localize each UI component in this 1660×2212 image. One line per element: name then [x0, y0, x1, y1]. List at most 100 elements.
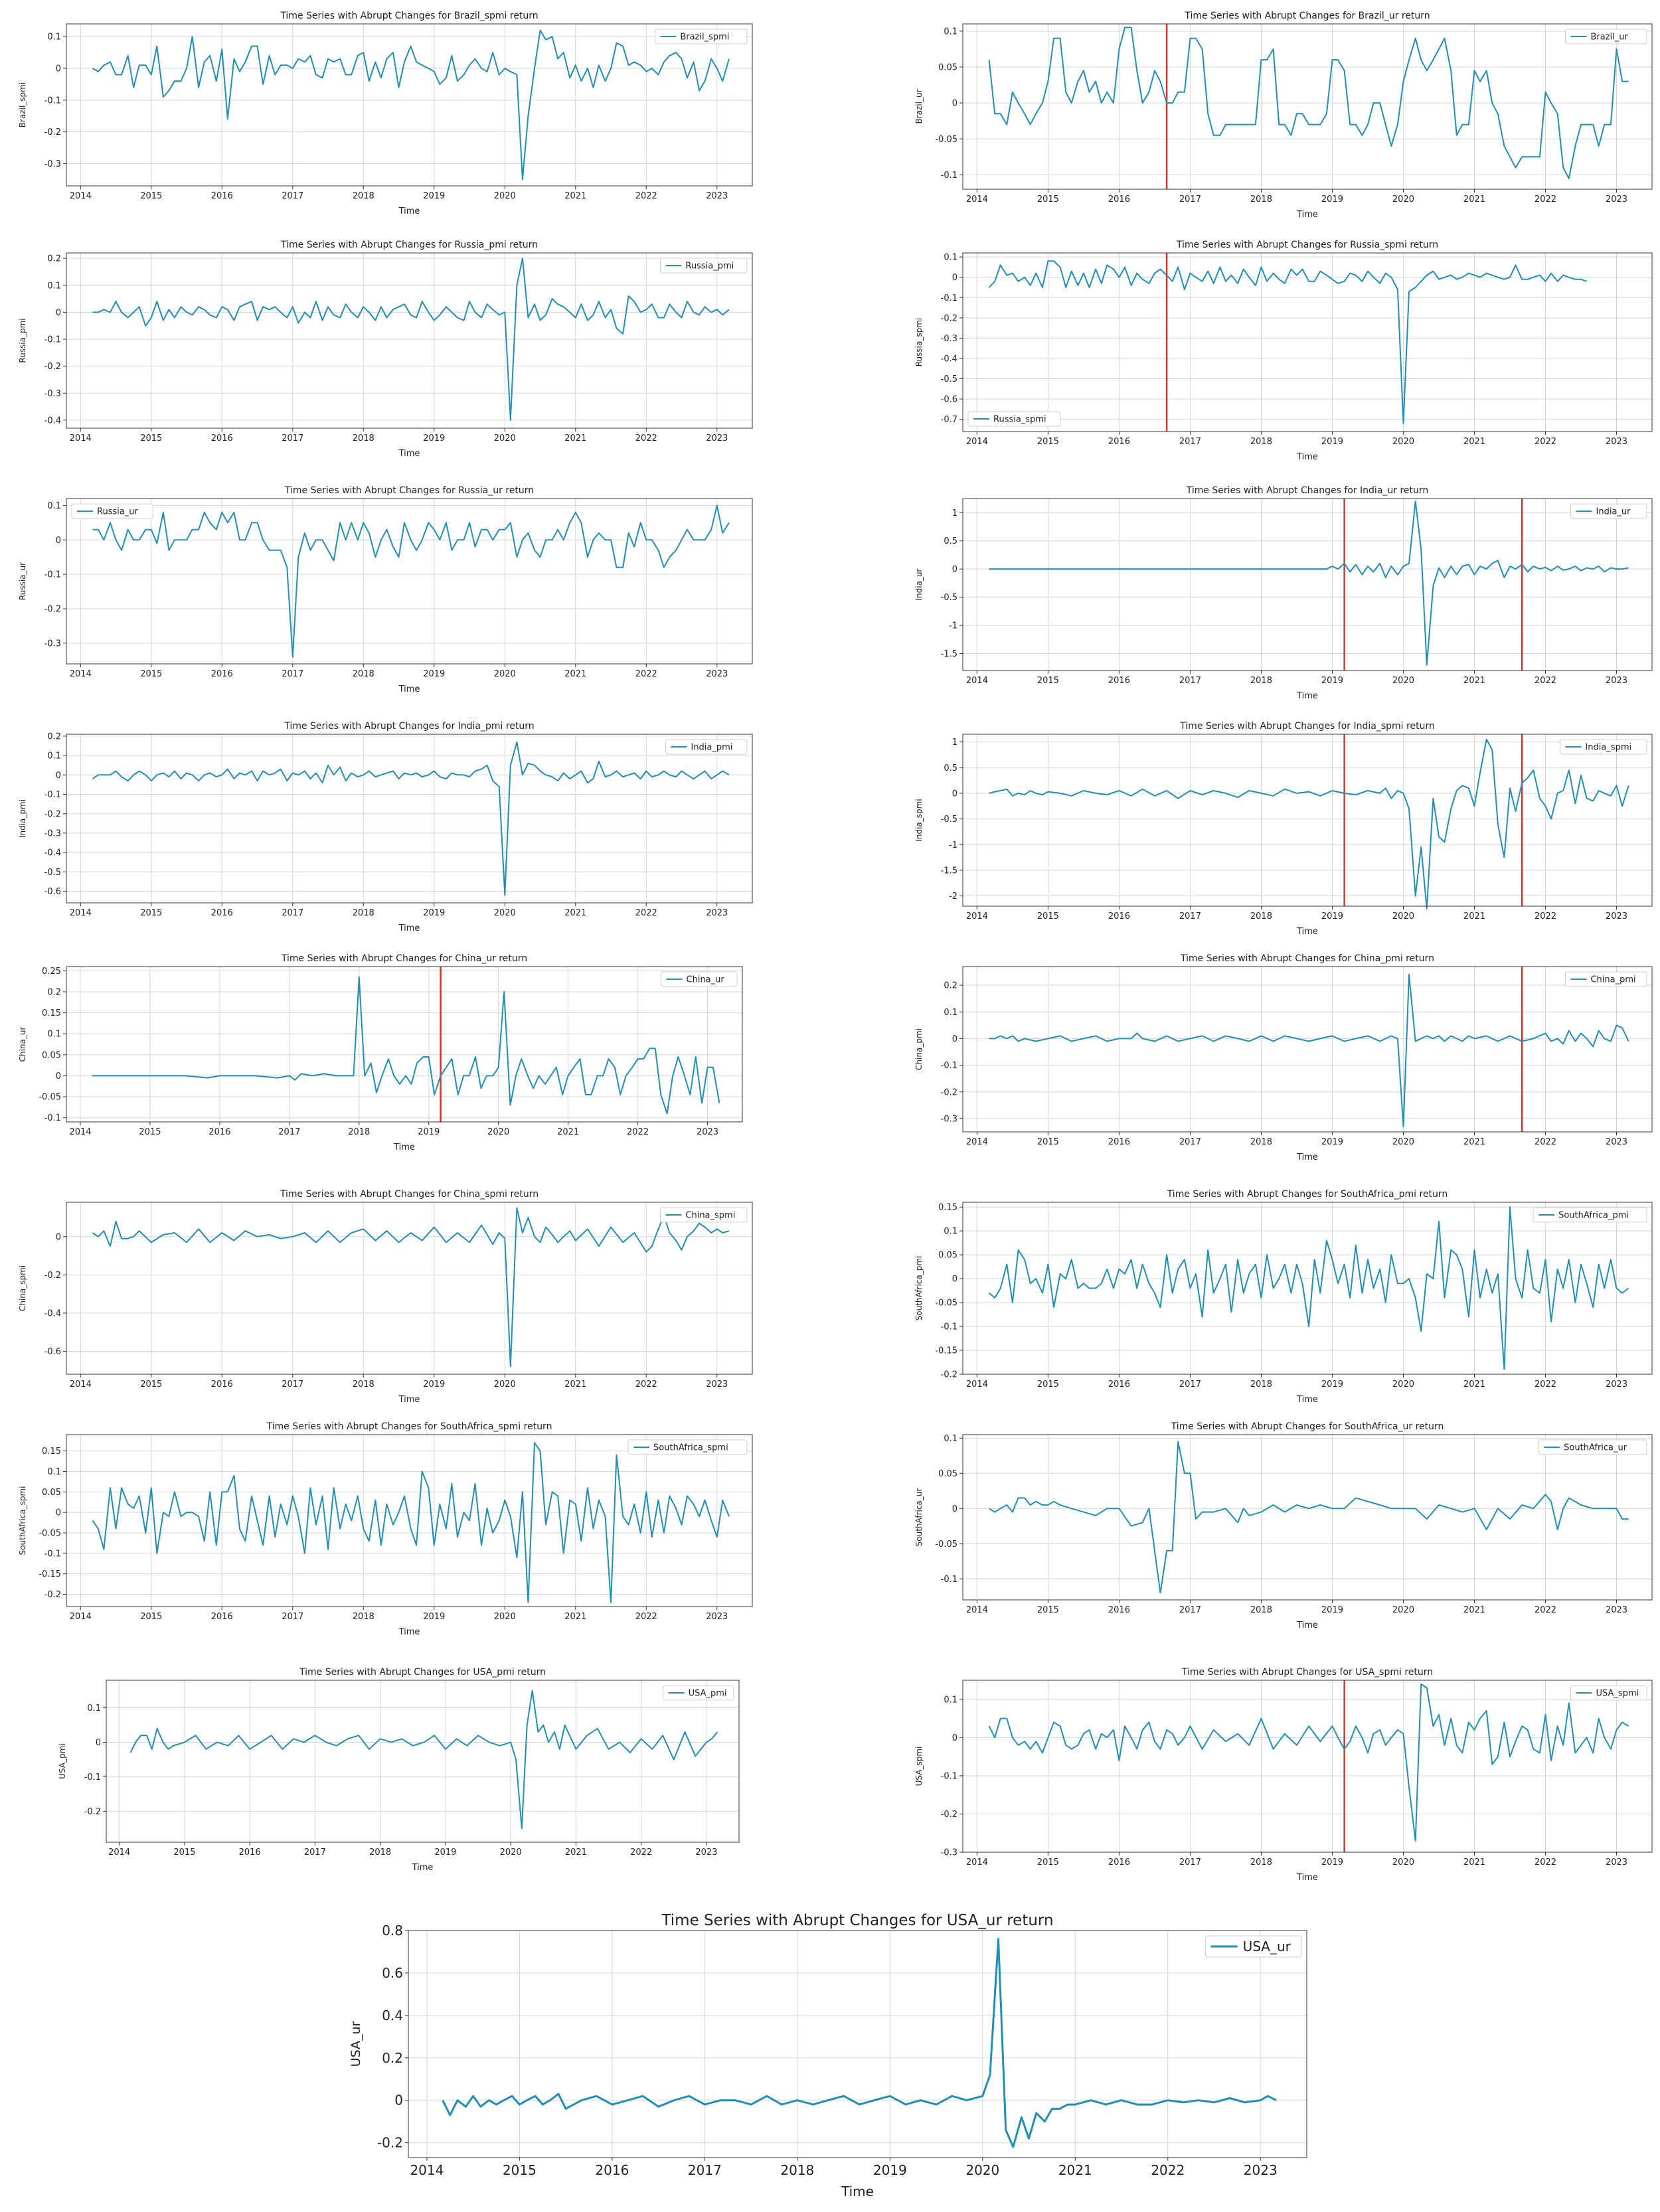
x-tick-label: 2020 [487, 1127, 509, 1137]
x-tick-label: 2023 [1606, 1605, 1627, 1615]
x-tick-label: 2017 [278, 1127, 300, 1137]
legend: Brazil_spmi [654, 29, 748, 44]
x-axis-label: Time [841, 2183, 874, 2199]
grid [963, 1202, 1652, 1375]
grid [66, 734, 752, 903]
x-axis-label: Time [398, 206, 420, 216]
chart-title: Time Series with Abrupt Changes for Chin… [1180, 953, 1434, 964]
x-tick-label: 2022 [635, 191, 657, 201]
x-tick-label: 2018 [353, 669, 374, 679]
y-tick-label: -0.2 [84, 1807, 101, 1817]
x-tick-label: 2022 [635, 908, 657, 918]
y-tick-label: 1 [952, 738, 957, 748]
x-tick-label: 2023 [706, 1612, 728, 1622]
x-tick-label: 2020 [500, 1848, 522, 1857]
y-tick-label: -0.3 [44, 639, 61, 649]
x-tick-label: 2015 [140, 1612, 162, 1622]
plot-frame [66, 966, 743, 1123]
series-line [989, 1441, 1629, 1594]
chart-china-spmi: Time Series with Abrupt Changes for Chin… [18, 1189, 753, 1405]
legend-label: India_ur [1596, 507, 1631, 517]
chart-india-spmi: Time Series with Abrupt Changes for Indi… [914, 721, 1653, 937]
y-tick-label: -0.4 [44, 416, 61, 426]
y-axis-label: India_ur [914, 568, 924, 600]
x-tick-label: 2023 [1606, 676, 1627, 686]
y-tick-label: -0.05 [935, 135, 957, 145]
x-tick-label: 2017 [304, 1848, 326, 1857]
x-axis-label: Time [398, 1395, 420, 1405]
legend-box [654, 29, 748, 44]
chart-russia-ur: Time Series with Abrupt Changes for Russ… [18, 485, 753, 694]
y-tick-label: 0 [56, 308, 61, 318]
series-line [988, 260, 1587, 424]
x-tick-label: 2015 [173, 1848, 195, 1857]
grid [66, 1435, 752, 1607]
x-tick-label: 2022 [635, 1612, 657, 1622]
x-tick-label: 2014 [966, 911, 988, 921]
x-tick-label: 2023 [1606, 1137, 1627, 1147]
grid [963, 734, 1652, 906]
x-tick-label: 2017 [1179, 1857, 1201, 1867]
x-tick-label: 2023 [1244, 2162, 1278, 2178]
x-tick-label: 2018 [1250, 676, 1272, 686]
x-tick-label: 2019 [423, 1612, 445, 1622]
y-tick-label: 0.1 [47, 33, 61, 42]
x-tick-label: 2023 [1606, 1380, 1627, 1389]
legend-label: Russia_pmi [685, 262, 734, 272]
x-tick-label: 2019 [423, 191, 445, 201]
x-axis-label: Time [1296, 452, 1318, 462]
series-line [989, 501, 1629, 666]
x-tick-label: 2016 [211, 191, 233, 201]
legend-box [659, 258, 748, 274]
legend-box [71, 503, 154, 519]
y-axis-label: SouthAfrica_ur [914, 1488, 924, 1547]
y-tick-label: 1 [952, 509, 957, 518]
x-tick-label: 2021 [564, 1612, 586, 1622]
plot-frame [962, 966, 1653, 1133]
x-tick-label: 2022 [630, 1848, 652, 1857]
x-tick-label: 2015 [1037, 676, 1059, 686]
x-tick-label: 2023 [706, 1380, 728, 1389]
plot-frame [66, 252, 753, 429]
x-tick-label: 2020 [1392, 437, 1414, 447]
x-tick-label: 2020 [1392, 1137, 1414, 1147]
legend-label: USA_ur [1243, 1938, 1291, 1954]
x-tick-label: 2015 [139, 1127, 161, 1137]
x-tick-label: 2018 [1250, 195, 1272, 204]
y-tick-label: -0.3 [44, 829, 61, 838]
chart-usa-pmi: Time Series with Abrupt Changes for USA_… [58, 1667, 740, 1873]
series-line [92, 741, 730, 896]
series-line [92, 1442, 730, 1603]
y-tick-label: 0.1 [944, 1434, 957, 1444]
x-tick-label: 2017 [1179, 1137, 1201, 1147]
legend: USA_pmi [663, 1685, 734, 1701]
y-axis-label: Russia_spmi [914, 318, 924, 367]
x-tick-label: 2020 [494, 434, 516, 443]
y-tick-label: 0 [952, 1275, 957, 1285]
y-tick-label: 0.8 [382, 1923, 403, 1938]
x-axis-label: Time [1296, 1395, 1318, 1405]
chart-title: Time Series with Abrupt Changes for USA_… [1181, 1667, 1433, 1678]
x-tick-label: 2019 [1321, 1857, 1343, 1867]
x-tick-label: 2017 [1179, 676, 1201, 686]
plot-frame [962, 734, 1653, 907]
x-tick-label: 2017 [282, 434, 303, 443]
y-tick-label: -1 [949, 621, 957, 631]
x-tick-label: 2016 [1108, 1137, 1130, 1147]
y-tick-label: 0.1 [944, 253, 957, 263]
x-tick-label: 2015 [140, 1380, 162, 1389]
y-tick-label: 0.1 [47, 1030, 61, 1040]
x-tick-label: 2015 [1037, 1137, 1059, 1147]
x-tick-label: 2018 [348, 1127, 370, 1137]
y-tick-label: -1 [949, 840, 957, 850]
y-axis-label: China_ur [18, 1027, 27, 1062]
x-tick-label: 2015 [1037, 1857, 1059, 1867]
legend-box [1564, 29, 1647, 44]
legend: China_spmi [659, 1207, 748, 1223]
y-tick-label: 0 [952, 1733, 957, 1743]
y-tick-label: 0.15 [938, 1203, 957, 1213]
legend-box [967, 411, 1061, 427]
legend-label: Brazil_ur [1590, 33, 1628, 42]
x-tick-label: 2021 [1463, 1380, 1485, 1389]
legend-label: China_pmi [1590, 975, 1635, 985]
